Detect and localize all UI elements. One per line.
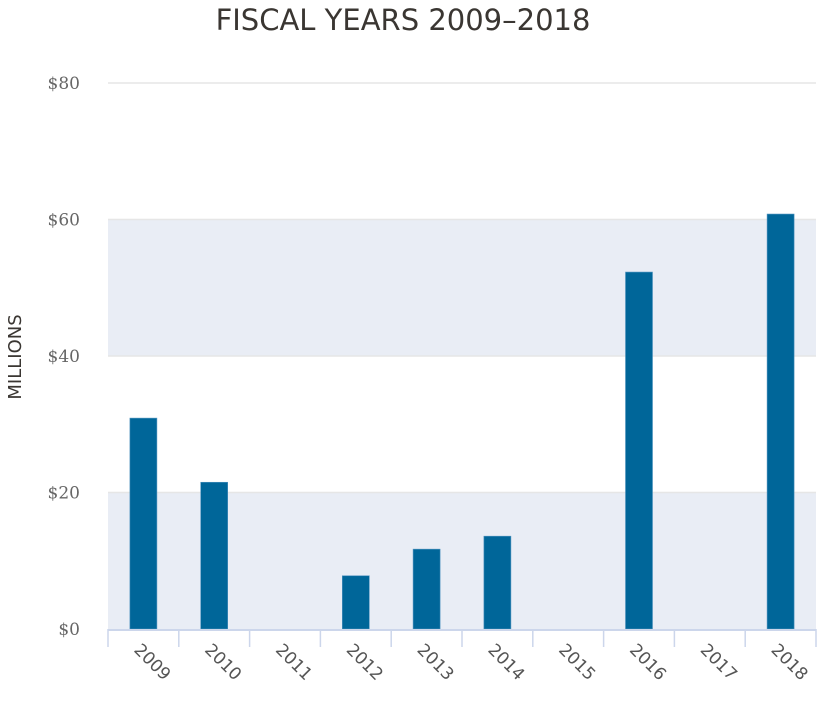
x-tick-label: 2009 [130, 640, 175, 685]
x-axis [107, 629, 817, 647]
x-tick-label: 2010 [200, 640, 245, 685]
y-tick-label: $40 [48, 347, 80, 367]
bar-2013 [412, 548, 441, 630]
x-tick-label: 2017 [696, 640, 741, 685]
plot-band [108, 219, 816, 356]
y-axis-label: MILLIONS [5, 314, 26, 399]
bar-2012 [341, 575, 370, 630]
y-tick-label: $0 [58, 620, 80, 640]
x-tick-label: 2018 [767, 640, 812, 685]
y-tick-label: $80 [48, 74, 80, 94]
x-tick-label: 2012 [342, 640, 387, 685]
y-tick-label: $20 [48, 484, 80, 504]
bar-2018 [766, 213, 795, 630]
x-tick-label: 2016 [625, 640, 670, 685]
bar-2010 [200, 481, 228, 630]
chart-title: FISCAL YEARS 2009–2018 [216, 3, 591, 37]
x-axis-ticks: 2009 2010 2011 2012 2013 2014 2015 2016 2017 2018 [130, 640, 812, 685]
x-tick-label: 2011 [271, 640, 316, 685]
x-tick-label: 2015 [554, 640, 599, 685]
bar-2009 [129, 417, 158, 630]
y-axis-ticks: $0 $20 $40 $60 $80 [48, 74, 80, 640]
y-tick-label: $60 [48, 211, 80, 231]
x-tick-label: 2013 [413, 640, 458, 685]
x-tick-label: 2014 [484, 640, 529, 685]
bar-2016 [625, 271, 653, 630]
bar-2014 [483, 535, 512, 630]
